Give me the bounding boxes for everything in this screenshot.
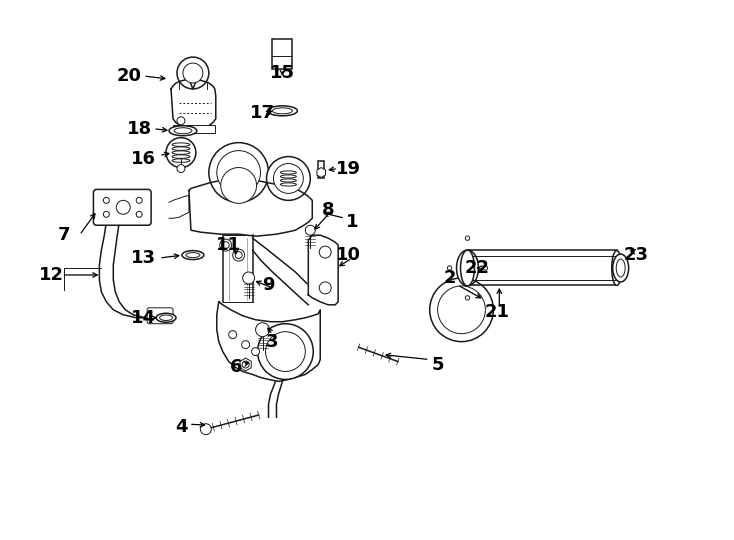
Ellipse shape bbox=[272, 108, 292, 114]
Ellipse shape bbox=[169, 126, 197, 136]
Text: 12: 12 bbox=[39, 266, 64, 284]
Circle shape bbox=[183, 63, 203, 83]
Ellipse shape bbox=[457, 250, 479, 286]
Circle shape bbox=[233, 249, 244, 261]
Polygon shape bbox=[99, 222, 163, 318]
Bar bbox=[173, 125, 215, 133]
Text: 19: 19 bbox=[335, 159, 360, 178]
Ellipse shape bbox=[611, 251, 622, 286]
Circle shape bbox=[255, 323, 269, 336]
Text: 2: 2 bbox=[443, 269, 456, 287]
Circle shape bbox=[243, 272, 255, 284]
Circle shape bbox=[258, 323, 313, 380]
Ellipse shape bbox=[267, 106, 297, 116]
Text: 18: 18 bbox=[127, 120, 152, 138]
Bar bbox=[319, 160, 324, 179]
Text: 9: 9 bbox=[262, 276, 275, 294]
Polygon shape bbox=[252, 238, 319, 305]
FancyBboxPatch shape bbox=[93, 190, 151, 225]
Ellipse shape bbox=[174, 128, 192, 134]
Circle shape bbox=[252, 348, 260, 355]
Text: 3: 3 bbox=[266, 333, 279, 350]
Ellipse shape bbox=[182, 251, 204, 260]
Circle shape bbox=[448, 266, 451, 270]
Polygon shape bbox=[468, 250, 617, 285]
Circle shape bbox=[242, 361, 249, 368]
Circle shape bbox=[166, 138, 196, 167]
Circle shape bbox=[257, 323, 264, 332]
Text: 14: 14 bbox=[131, 309, 156, 327]
Circle shape bbox=[200, 424, 211, 435]
Polygon shape bbox=[217, 302, 320, 381]
Text: 20: 20 bbox=[117, 67, 142, 85]
Text: 8: 8 bbox=[322, 201, 335, 219]
Circle shape bbox=[219, 239, 232, 251]
Circle shape bbox=[319, 282, 331, 294]
Circle shape bbox=[217, 151, 261, 194]
Circle shape bbox=[222, 241, 229, 248]
Circle shape bbox=[177, 117, 185, 125]
Circle shape bbox=[235, 252, 242, 259]
Text: 7: 7 bbox=[57, 226, 70, 244]
Bar bbox=[272, 39, 292, 69]
Ellipse shape bbox=[613, 254, 628, 282]
Circle shape bbox=[266, 332, 305, 372]
Circle shape bbox=[274, 164, 303, 193]
Ellipse shape bbox=[186, 253, 200, 258]
Polygon shape bbox=[169, 195, 189, 218]
Text: 23: 23 bbox=[624, 246, 649, 264]
Ellipse shape bbox=[159, 315, 172, 320]
Circle shape bbox=[465, 296, 470, 300]
Circle shape bbox=[437, 286, 485, 334]
Text: 16: 16 bbox=[131, 150, 156, 167]
Circle shape bbox=[177, 165, 185, 172]
Text: 4: 4 bbox=[175, 418, 187, 436]
Text: 1: 1 bbox=[346, 213, 358, 231]
Text: 17: 17 bbox=[250, 104, 275, 122]
Circle shape bbox=[208, 143, 269, 202]
Ellipse shape bbox=[460, 256, 474, 280]
Text: 22: 22 bbox=[465, 259, 490, 277]
FancyBboxPatch shape bbox=[147, 308, 173, 323]
Ellipse shape bbox=[617, 259, 625, 277]
Circle shape bbox=[241, 341, 250, 349]
Circle shape bbox=[103, 211, 109, 217]
Ellipse shape bbox=[460, 250, 474, 286]
Circle shape bbox=[483, 266, 487, 270]
Ellipse shape bbox=[156, 313, 176, 322]
Text: 15: 15 bbox=[270, 64, 295, 82]
Circle shape bbox=[137, 198, 142, 204]
Text: 11: 11 bbox=[217, 236, 241, 254]
Circle shape bbox=[266, 157, 310, 200]
Circle shape bbox=[177, 57, 208, 89]
Text: 6: 6 bbox=[230, 359, 242, 376]
Polygon shape bbox=[222, 235, 252, 302]
Text: 21: 21 bbox=[485, 303, 510, 321]
Polygon shape bbox=[189, 179, 312, 236]
Circle shape bbox=[137, 211, 142, 217]
Circle shape bbox=[221, 167, 257, 204]
Circle shape bbox=[229, 330, 236, 339]
Polygon shape bbox=[308, 235, 338, 305]
Circle shape bbox=[319, 246, 331, 258]
Circle shape bbox=[103, 198, 109, 204]
Circle shape bbox=[465, 236, 470, 240]
Circle shape bbox=[116, 200, 130, 214]
Circle shape bbox=[305, 225, 316, 235]
Polygon shape bbox=[171, 79, 216, 131]
Circle shape bbox=[429, 278, 493, 342]
Text: 5: 5 bbox=[432, 355, 444, 374]
Text: 10: 10 bbox=[335, 246, 360, 264]
Text: 13: 13 bbox=[131, 249, 156, 267]
